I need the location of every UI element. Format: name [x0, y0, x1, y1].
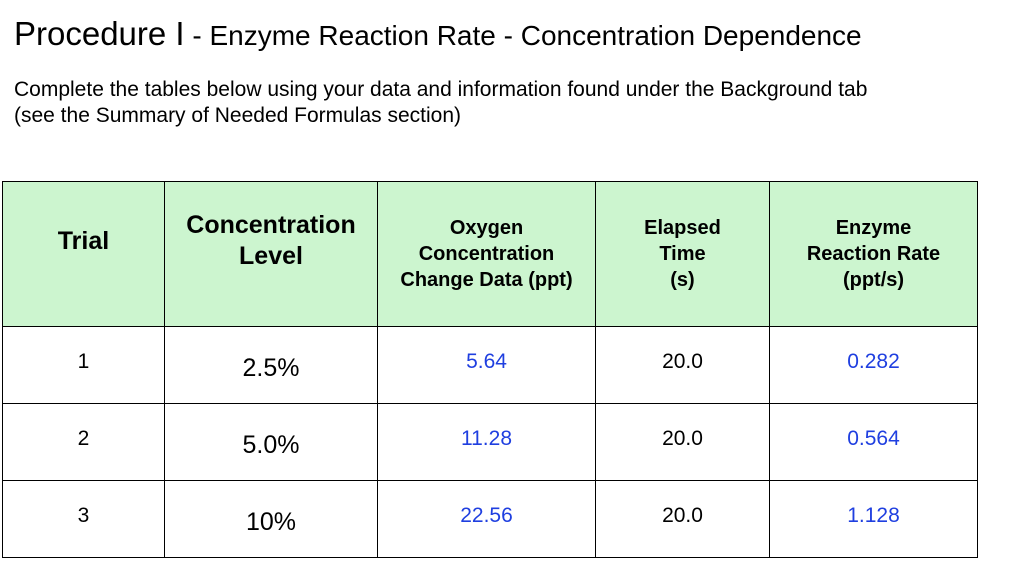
header-trial-line-1: Trial	[57, 226, 110, 255]
header-time-line-2: Time	[659, 243, 706, 265]
cell-trial: 1	[2, 326, 165, 404]
header-elapsed-time: Elapsed Time (s)	[595, 181, 770, 327]
header-trial: Trial	[2, 181, 165, 327]
page-title: Procedure I - Enzyme Reaction Rate - Con…	[14, 14, 862, 56]
header-rate-line-3: (ppt/s)	[842, 269, 905, 291]
cell-elapsed-time: 20.0	[595, 326, 770, 404]
cell-elapsed-time: 20.0	[595, 403, 770, 481]
cell-oxygen-change: 5.64	[377, 326, 596, 404]
instructions: Complete the tables below using your dat…	[14, 77, 974, 129]
header-oxygen-change: Oxygen Concentration Change Data (ppt)	[377, 181, 596, 327]
cell-concentration-level: 5.0%	[164, 403, 378, 481]
header-concentration-line-1: Concentration	[186, 211, 356, 239]
cell-reaction-rate: 0.282	[769, 326, 978, 404]
enzyme-rate-table: Trial Concentration Level Oxygen Concent…	[2, 181, 978, 558]
cell-trial: 2	[2, 403, 165, 481]
header-concentration-level: Concentration Level	[164, 181, 378, 327]
instructions-line-1: Complete the tables below using your dat…	[14, 78, 868, 101]
table-row: 2 5.0% 11.28 20.0 0.564	[2, 403, 978, 481]
cell-trial: 3	[2, 480, 165, 558]
cell-reaction-rate: 0.564	[769, 403, 978, 481]
cell-concentration-level: 10%	[164, 480, 378, 558]
header-oxygen-line-1: Oxygen	[449, 217, 524, 239]
cell-oxygen-change: 11.28	[377, 403, 596, 481]
header-time-line-1: Elapsed	[644, 217, 721, 239]
header-oxygen-line-3: Change Data (ppt)	[400, 269, 573, 291]
header-reaction-rate: Enzyme Reaction Rate (ppt/s)	[769, 181, 978, 327]
title-procedure: Procedure I	[14, 15, 185, 52]
header-rate-line-2: Reaction Rate	[806, 243, 941, 265]
table-header-row: Trial Concentration Level Oxygen Concent…	[2, 181, 978, 327]
cell-oxygen-change: 22.56	[377, 480, 596, 558]
title-subtitle: - Enzyme Reaction Rate - Concentration D…	[184, 20, 862, 51]
cell-reaction-rate: 1.128	[769, 480, 978, 558]
table-row: 3 10% 22.56 20.0 1.128	[2, 480, 978, 558]
header-rate-line-1: Enzyme	[835, 217, 912, 239]
cell-elapsed-time: 20.0	[595, 480, 770, 558]
header-oxygen-line-2: Concentration	[418, 243, 555, 265]
cell-concentration-level: 2.5%	[164, 326, 378, 404]
instructions-line-2: (see the Summary of Needed Formulas sect…	[14, 104, 462, 127]
header-concentration-line-2: Level	[239, 242, 303, 270]
header-time-line-3: (s)	[670, 269, 695, 291]
table-row: 1 2.5% 5.64 20.0 0.282	[2, 326, 978, 404]
